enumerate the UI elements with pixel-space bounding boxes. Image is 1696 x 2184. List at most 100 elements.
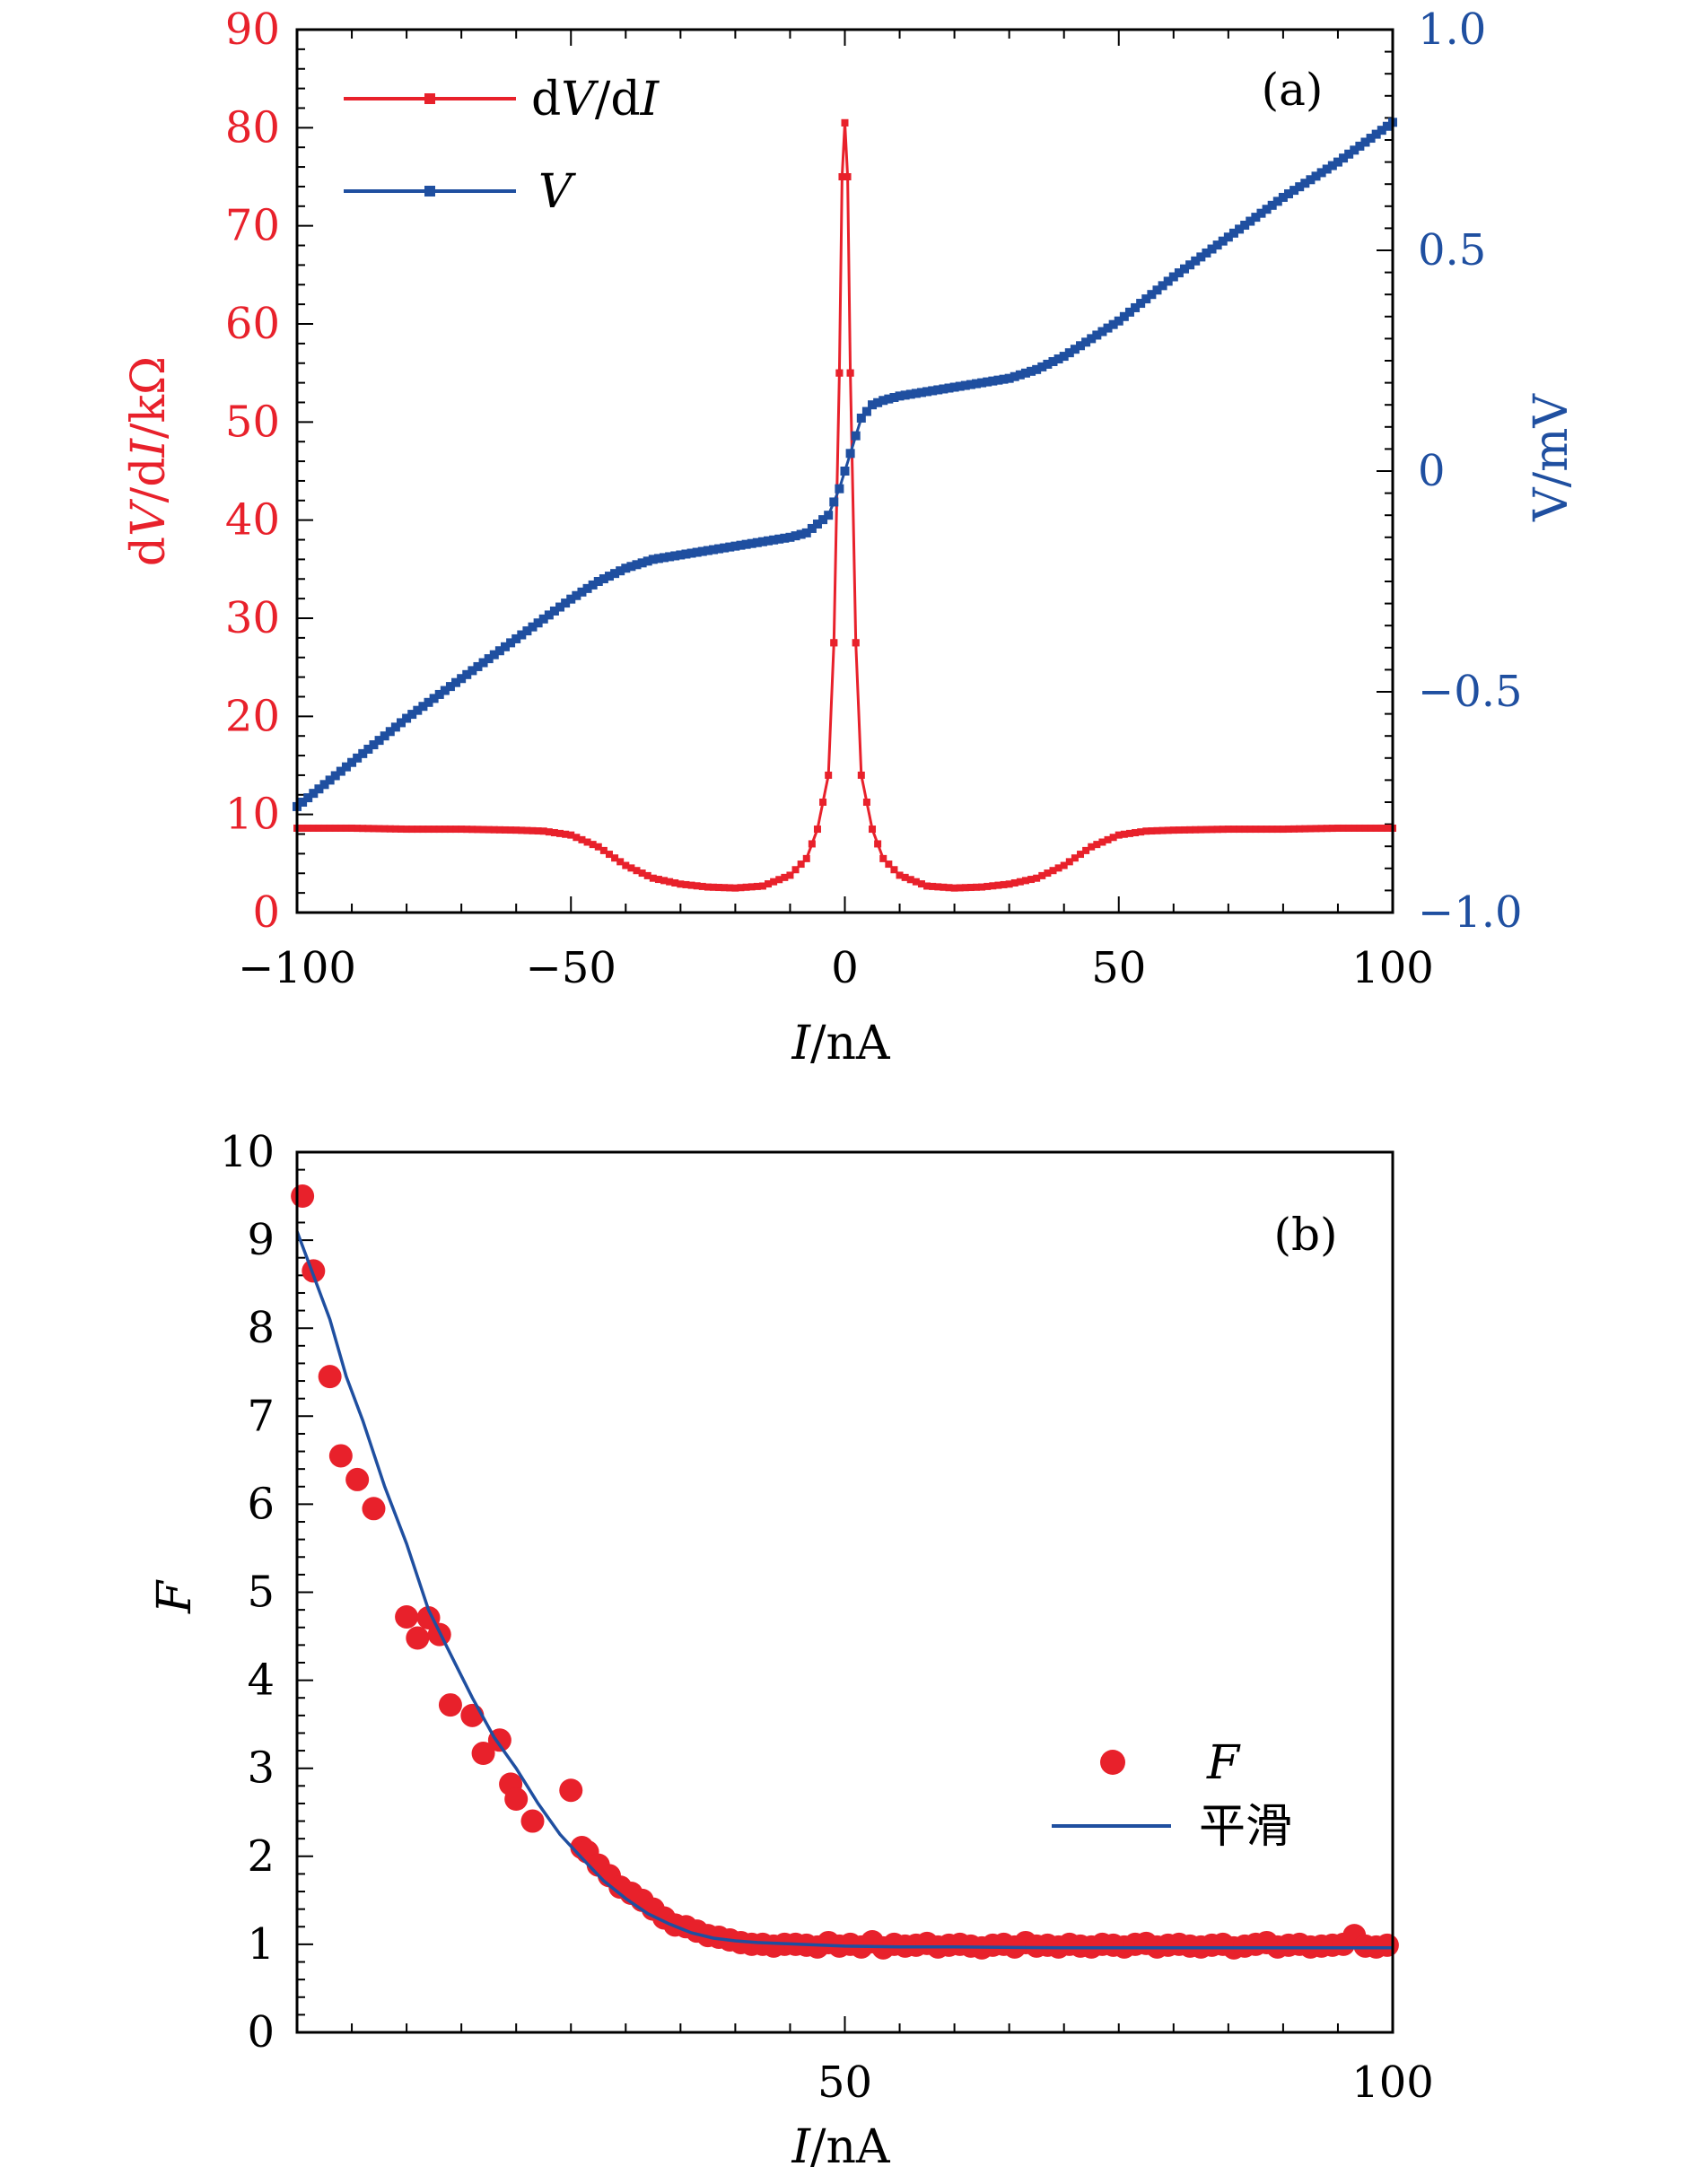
voltage-series (293, 118, 1397, 811)
voltage-point (944, 383, 954, 393)
voltage-point (1316, 168, 1326, 178)
x-tick-label: −100 (238, 943, 356, 993)
voltage-point (572, 590, 581, 600)
voltage-point (1300, 179, 1310, 188)
voltage-point (1360, 137, 1370, 147)
x-tick-label: 100 (1351, 2057, 1434, 2108)
dvdi-point (1263, 826, 1271, 834)
dvdi-point (573, 834, 581, 842)
voltage-point (1053, 354, 1063, 364)
dvdi-point (1340, 824, 1348, 832)
dvdi-point (583, 838, 591, 846)
dvdi-point (896, 871, 904, 879)
voltage-point (522, 626, 532, 636)
dvdi-point (348, 824, 356, 832)
voltage-point (1076, 341, 1086, 351)
dvdi-point (485, 826, 493, 834)
dvdi-point (1213, 826, 1221, 834)
voltage-point (851, 431, 861, 441)
dvdi-point (841, 118, 849, 127)
voltage-point (725, 542, 735, 552)
dvdi-point (1010, 878, 1018, 887)
dvdi-point (1088, 843, 1096, 851)
legend-dvdi-marker (424, 93, 435, 104)
voltage-point (774, 534, 784, 544)
voltage-point (730, 541, 740, 551)
dvdi-point (966, 884, 975, 892)
dvdi-point (1290, 825, 1298, 833)
voltage-point (960, 380, 970, 390)
voltage-point (396, 718, 406, 728)
dvdi-point (682, 880, 690, 888)
dvdi-point (594, 843, 602, 851)
dvdi-point (441, 826, 449, 834)
voltage-point (380, 731, 389, 741)
voltage-point (374, 736, 384, 746)
panel-b-x-tick-labels: 50 100 (817, 2057, 1434, 2108)
dvdi-point (973, 883, 981, 891)
voltage-point (835, 484, 844, 494)
dvdi-point (556, 829, 564, 837)
y-tick-label: 8 (247, 1303, 275, 1353)
dvdi-point (627, 864, 635, 872)
voltage-point (1246, 216, 1255, 226)
dvdi-point (1060, 861, 1068, 869)
voltage-point (626, 562, 636, 572)
voltage-point (873, 397, 883, 407)
dvdi-point (846, 369, 854, 377)
voltage-point (1152, 285, 1162, 295)
dvdi-point (1027, 876, 1036, 884)
right-tick-label: 0.5 (1418, 225, 1486, 275)
voltage-point (511, 633, 521, 643)
panel-b-label: (b) (1273, 1209, 1337, 1261)
dvdi-point (758, 882, 766, 890)
dvdi-point (507, 826, 515, 834)
panel-b-y-tick-labels: 0 1 2 3 4 5 6 7 8 9 10 (220, 1127, 275, 2057)
dvdi-point (649, 874, 657, 882)
dvdi-point (1383, 824, 1391, 832)
voltage-point (1180, 264, 1190, 274)
dvdi-point (1279, 826, 1287, 834)
voltage-point (818, 515, 828, 525)
f-point (395, 1604, 419, 1629)
voltage-point (424, 697, 433, 707)
voltage-point (1174, 268, 1184, 278)
x-tick-label: 50 (817, 2057, 872, 2108)
dvdi-point (458, 826, 466, 834)
voltage-point (966, 380, 975, 389)
dvdi-point (599, 846, 608, 854)
x-axis-title-italic: I (791, 2120, 811, 2174)
y-tick-label: 7 (247, 1391, 275, 1441)
dvdi-point (1246, 826, 1255, 834)
dvdi-point (1241, 826, 1249, 834)
panel-a-right-tick-labels: −1.0 −0.5 0 0.5 1.0 (1418, 4, 1523, 938)
dvdi-point (539, 827, 547, 835)
dvdi-point (430, 826, 438, 834)
voltage-point (599, 574, 608, 584)
voltage-point (468, 666, 477, 676)
dvdi-point (589, 841, 597, 849)
voltage-point (692, 547, 702, 557)
left-tick-label: 70 (225, 201, 280, 251)
y-tick-label: 6 (247, 1479, 275, 1529)
dvdi-point (1077, 851, 1085, 859)
dvdi-point (512, 826, 520, 834)
voltage-point (457, 674, 467, 684)
dvdi-point (879, 854, 887, 862)
dvdi-point (715, 884, 723, 892)
y-tick-label: 1 (247, 1919, 275, 1970)
dvdi-point (835, 369, 844, 377)
dvdi-point (989, 882, 997, 890)
x-tick-label: 0 (831, 943, 859, 993)
dvdi-point (342, 824, 350, 832)
dvdi-point (765, 880, 773, 888)
dvdi-point (1312, 825, 1320, 833)
voltage-point (1048, 356, 1058, 366)
legend-f-marker (1100, 1750, 1125, 1775)
dvdi-point (1345, 824, 1353, 832)
dvdi-point (1082, 846, 1090, 854)
panel-b-chart: 50 100 0 1 2 3 4 5 6 7 8 9 10 I/nA F (b) F 平滑 (148, 1127, 1434, 2174)
voltage-point (1103, 323, 1113, 333)
dvdi-point (386, 825, 394, 833)
voltage-point (736, 540, 746, 550)
